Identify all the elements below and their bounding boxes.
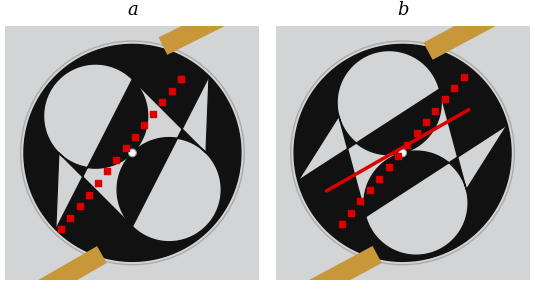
Polygon shape <box>294 44 507 217</box>
Point <box>356 199 365 204</box>
Point <box>384 165 393 170</box>
Point <box>85 192 93 197</box>
Polygon shape <box>5 26 259 280</box>
Point <box>121 146 130 151</box>
Text: b: b <box>397 1 408 19</box>
Point <box>440 97 449 102</box>
Point <box>412 131 421 136</box>
Point <box>459 74 468 79</box>
Circle shape <box>399 149 407 157</box>
Point <box>167 88 176 93</box>
Point <box>422 120 430 124</box>
Point <box>431 108 440 113</box>
Polygon shape <box>298 89 511 261</box>
Point <box>131 134 139 139</box>
Point <box>450 86 458 90</box>
Point <box>112 158 121 162</box>
Text: a: a <box>127 1 138 19</box>
Point <box>347 210 355 215</box>
Polygon shape <box>56 76 241 261</box>
Point <box>57 227 65 231</box>
Point <box>403 142 411 147</box>
Point <box>94 181 102 185</box>
Point <box>365 188 374 192</box>
Point <box>103 169 111 174</box>
Point <box>177 77 185 81</box>
Point <box>158 100 166 105</box>
Point <box>338 222 346 226</box>
Point <box>149 111 157 116</box>
Polygon shape <box>24 44 209 230</box>
Circle shape <box>128 149 136 157</box>
Point <box>66 215 75 220</box>
Point <box>140 123 148 128</box>
Point <box>75 204 84 208</box>
Point <box>394 154 402 158</box>
Point <box>375 176 384 181</box>
Polygon shape <box>276 26 530 280</box>
